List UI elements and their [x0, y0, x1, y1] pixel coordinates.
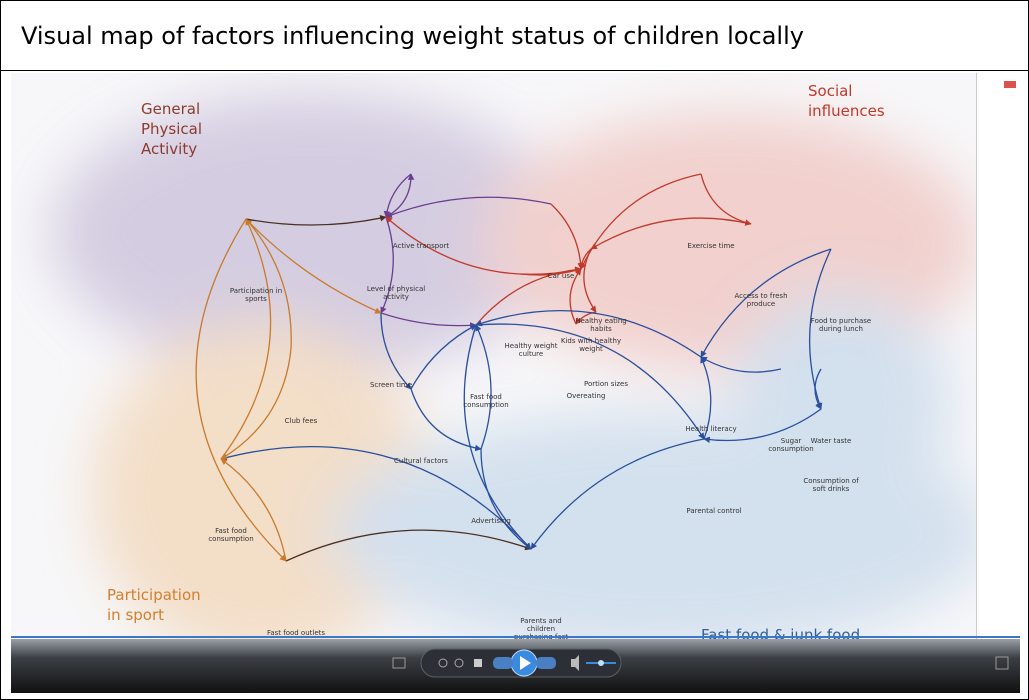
node-label: Overeating [554, 392, 618, 400]
volume-knob[interactable] [598, 660, 604, 666]
node-label: Club fees [269, 417, 333, 425]
node-label: Screen time [359, 381, 423, 389]
region-label: Social influences [808, 81, 888, 121]
node-label: Advertising [459, 517, 523, 525]
node-label: Fast food consumption [454, 393, 518, 409]
node-label: Level of physical activity [364, 285, 428, 301]
player-controls [11, 639, 1020, 693]
page-title: Visual map of factors influencing weight… [1, 1, 1028, 71]
controls [11, 639, 1020, 693]
video-frame: Level of physical activity Participation … [11, 73, 1020, 693]
node-label: Healthy eating habits [569, 317, 633, 333]
page: Visual map of factors influencing weight… [0, 0, 1029, 700]
node-label: Cultural factors [389, 457, 453, 465]
node-label: Consumption of soft drinks [799, 477, 863, 493]
causal-arrow [476, 325, 491, 449]
stop-button[interactable] [474, 659, 482, 667]
node-label: Portion sizes [574, 380, 638, 388]
progress-bar[interactable] [11, 636, 1020, 638]
node-label: Kids with healthy weight [559, 337, 623, 353]
node-label: Exercise time [679, 242, 743, 250]
node-label: Health literacy [679, 425, 743, 433]
node-label: Car use [529, 272, 593, 280]
node-label: Healthy weight culture [499, 342, 563, 358]
region-label: Participation in sport [107, 585, 217, 625]
side-panel [976, 73, 1020, 643]
record-icon [1004, 81, 1016, 88]
node-label: Active transport [389, 242, 453, 250]
node-label: Parental control [682, 507, 746, 515]
region-label: General Physical Activity [141, 99, 231, 159]
fullscreen-button[interactable] [996, 657, 1008, 669]
node-label: Participation in sports [224, 287, 288, 303]
node-label: Food to purchase during lunch [809, 317, 873, 333]
forward-button[interactable] [536, 657, 556, 669]
node-label: Water taste [799, 437, 863, 445]
mode-button[interactable] [393, 658, 405, 668]
background-regions [51, 93, 991, 663]
node-label: Fast food consumption [199, 527, 263, 543]
node-label: Access to fresh produce [729, 292, 793, 308]
rewind-button[interactable] [493, 657, 513, 669]
